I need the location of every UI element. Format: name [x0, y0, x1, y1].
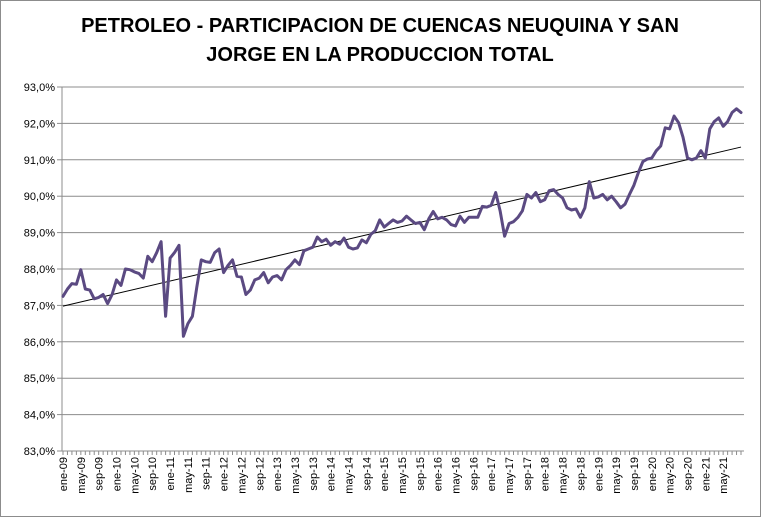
- x-tick-label: ene-19: [593, 457, 605, 491]
- x-tick-label: may-12: [236, 457, 248, 494]
- y-tick-label: 92,0%: [24, 118, 55, 130]
- y-tick-label: 83,0%: [24, 446, 55, 458]
- axes: [57, 86, 744, 455]
- x-tick-label: sep-18: [575, 457, 587, 491]
- x-tick-label: ene-14: [326, 457, 338, 491]
- x-axis-ticks: ene-09 may-09 sep-09 ene-10 may-10 sep-10 ene-…: [58, 457, 730, 494]
- y-tick-label: 87,0%: [24, 300, 55, 312]
- x-tick-label: may-15: [397, 457, 409, 494]
- y-tick-label: 91,0%: [24, 155, 55, 167]
- x-tick-label: may-19: [611, 457, 623, 494]
- y-tick-label: 93,0%: [24, 82, 55, 94]
- x-tick-label: sep-19: [629, 457, 641, 491]
- x-tick-label: sep-11: [201, 457, 213, 490]
- x-tick-label: ene-11: [165, 457, 177, 490]
- x-tick-label: sep-20: [682, 457, 694, 491]
- chart-title-line2: JORGE EN LA PRODUCCION TOTAL: [206, 44, 554, 66]
- x-tick-label: ene-09: [58, 457, 70, 491]
- y-tick-label: 84,0%: [24, 410, 55, 422]
- y-tick-label: 90,0%: [24, 191, 55, 203]
- y-tick-label: 85,0%: [24, 373, 55, 385]
- chart-title: PETROLEO - PARTICIPACION DE CUENCAS NEUQ…: [40, 12, 720, 70]
- x-tick-label: may-20: [665, 457, 677, 494]
- x-tick-label: ene-13: [272, 457, 284, 491]
- x-tick-label: ene-18: [540, 457, 552, 491]
- x-tick-label: ene-20: [647, 457, 659, 491]
- x-tick-label: may-09: [76, 457, 88, 494]
- y-tick-label: 89,0%: [24, 228, 55, 240]
- series-line-participation: [61, 107, 743, 338]
- x-tick-label: may-13: [290, 457, 302, 494]
- x-tick-label: sep-14: [361, 457, 373, 491]
- x-tick-label: ene-12: [219, 457, 231, 491]
- x-tick-label: sep-13: [308, 457, 320, 491]
- x-tick-label: ene-15: [379, 457, 391, 491]
- x-tick-label: sep-17: [522, 457, 534, 491]
- y-axis-ticks: 83,0% 84,0% 85,0% 86,0% 87,0% 88,0% 89,0% 90,0%…: [24, 82, 55, 458]
- chart-title-line1: PETROLEO - PARTICIPACION DE CUENCAS NEUQ…: [81, 15, 679, 37]
- series-group: [61, 107, 743, 338]
- x-tick-label: sep-09: [94, 457, 106, 491]
- x-tick-label: ene-17: [486, 457, 498, 491]
- y-tick-label: 88,0%: [24, 264, 55, 276]
- x-tick-label: sep-15: [415, 457, 427, 491]
- x-tick-label: may-17: [504, 457, 516, 494]
- trendline: [62, 146, 742, 307]
- x-tick-label: may-11: [183, 457, 195, 493]
- x-tick-label: may-16: [451, 457, 463, 494]
- gridlines: [62, 86, 744, 452]
- x-tick-label: may-10: [129, 457, 141, 494]
- x-tick-label: ene-10: [112, 457, 124, 491]
- y-tick-label: 86,0%: [24, 337, 55, 349]
- x-tick-label: may-14: [343, 457, 355, 494]
- x-tick-label: ene-21: [700, 457, 712, 491]
- x-tick-label: sep-12: [254, 457, 266, 491]
- x-tick-label: ene-16: [433, 457, 445, 491]
- x-tick-label: sep-16: [468, 457, 480, 491]
- x-tick-label: sep-10: [147, 457, 159, 491]
- x-tick-label: may-21: [718, 457, 730, 494]
- x-tick-label: may-18: [558, 457, 570, 494]
